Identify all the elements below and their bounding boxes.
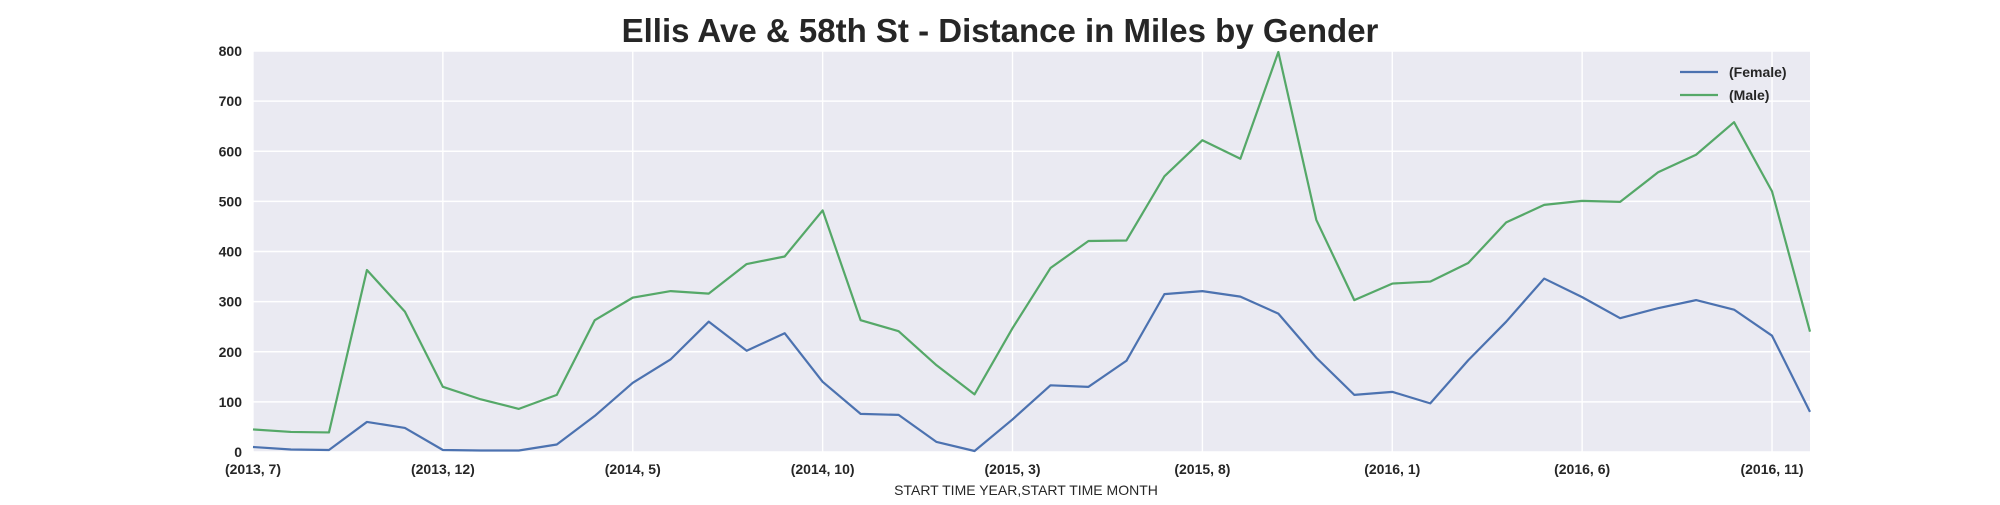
legend-entry: (Male) [1729,87,1769,103]
x-tick-label: (2015, 3) [984,461,1040,477]
y-tick-label: 200 [219,344,243,360]
y-tick-label: 100 [219,394,243,410]
x-tick-label: (2014, 5) [605,461,661,477]
y-tick-label: 400 [219,244,243,260]
series-line-male [252,50,1812,434]
legend: (Female) (Male) [1680,64,1787,103]
x-tick-label: (2013, 12) [411,461,475,477]
y-tick-label: 700 [219,93,243,109]
y-tick-label: 500 [219,193,243,209]
series-lines [252,50,1812,453]
x-tick-label: (2016, 11) [1740,461,1803,477]
x-tick-label: (2016, 1) [1364,461,1420,477]
y-tick-label: 300 [219,294,243,310]
x-axis-ticks: (2013, 7) (2013, 12) (2014, 5) (2014, 10) (2… [225,461,1804,477]
series-line-female [252,277,1811,453]
x-axis-label: START TIME YEAR,START TIME MONTH [894,482,1158,498]
x-tick-label: (2014, 10) [791,461,855,477]
x-tick-label: (2016, 6) [1554,461,1610,477]
x-tick-label: (2015, 8) [1174,461,1230,477]
y-tick-label: 0 [234,444,242,460]
chart-title: Ellis Ave & 58th St - Distance in Miles … [622,12,1379,49]
legend-entry: (Female) [1729,64,1787,80]
x-tick-label: (2013, 7) [225,461,281,477]
y-tick-label: 800 [219,43,243,59]
y-axis-ticks: 0 100 200 300 400 500 600 700 800 [219,43,243,460]
y-tick-label: 600 [219,143,243,159]
